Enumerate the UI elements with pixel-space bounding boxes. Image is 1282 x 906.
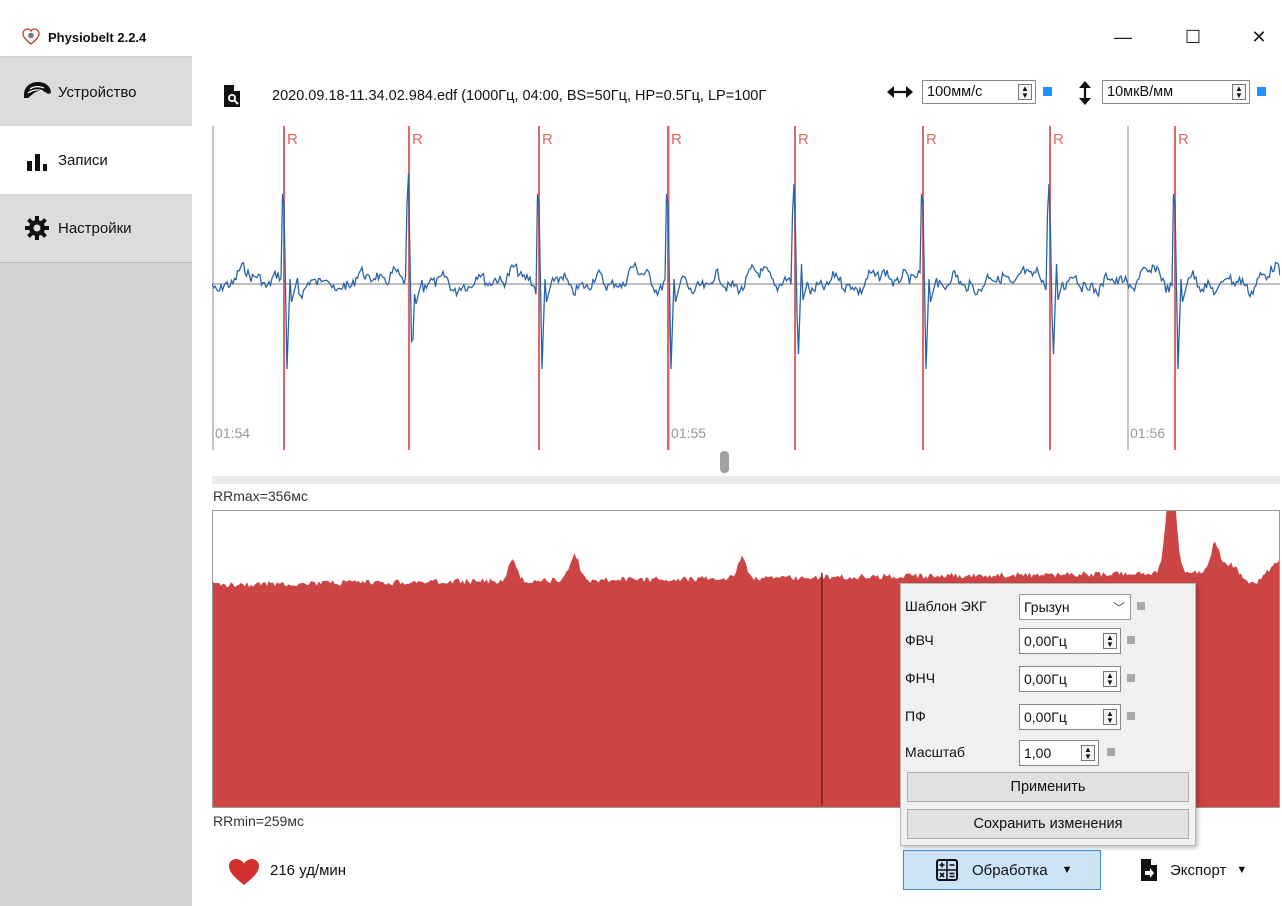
maximize-button[interactable]: ☐ [1184,26,1202,47]
hpf-value: 0,00Гц [1024,633,1067,649]
rr-min-label: RRmin=259мс [213,813,304,829]
scale-label: Масштаб [905,744,965,760]
apply-button[interactable]: Применить [907,772,1189,802]
window-title: Physiobelt 2.2.4 [48,30,147,45]
vertical-arrows-icon [1078,80,1092,109]
hpf-label: ФВЧ [905,632,934,648]
record-toolbar: 2020.09.18-11.34.02.984.edf (1000Гц, 04:… [192,78,1282,114]
speed-spinbox[interactable]: 100мм/с ▲ ▼ [922,80,1036,104]
r-peak-label: R [671,131,682,148]
notch-indicator [1127,712,1135,720]
helmet-icon [22,77,52,107]
file-export-icon [1140,858,1158,882]
sidebar-item-device[interactable]: Устройство [0,58,192,127]
processing-popup: Шаблон ЭКГ Грызун ﹀ ФВЧ 0,00Гц ▲ ▼ ФНЧ 0,… [900,583,1196,846]
sidebar-item-records[interactable]: Записи [0,126,192,195]
close-button[interactable]: ✕ [1251,26,1267,47]
lpf-row: ФНЧ 0,00Гц ▲ ▼ [905,664,1191,692]
record-file-label: 2020.09.18-11.34.02.984.edf (1000Гц, 04:… [272,88,767,104]
gain-spinbox[interactable]: 10мкВ/мм ▲ ▼ [1102,80,1250,104]
template-indicator [1137,602,1145,610]
notch-value: 0,00Гц [1024,709,1067,725]
file-search-icon[interactable] [222,84,242,111]
heart-icon [228,858,260,889]
gain-indicator [1257,87,1266,96]
splitter-bar[interactable] [212,476,1280,484]
save-changes-button[interactable]: Сохранить изменения [907,809,1189,839]
hpf-indicator [1127,636,1135,644]
r-peak-label: R [1178,131,1189,148]
calculator-icon [936,859,958,881]
lpf-spinbox[interactable]: 0,00Гц ▲ ▼ [1019,666,1121,692]
scale-value: 1,00 [1024,745,1052,761]
export-button-label: Экспорт [1170,861,1227,879]
export-button[interactable]: Экспорт ▼ [1140,850,1280,890]
chevron-down-icon: ﹀ [1112,601,1125,615]
scale-row: Масштаб 1,00 ▲ ▼ [905,738,1191,766]
notch-row: ПФ 0,00Гц ▲ ▼ [905,702,1191,730]
hpf-spinbox[interactable]: 0,00Гц ▲ ▼ [1019,628,1121,654]
hpf-row: ФВЧ 0,00Гц ▲ ▼ [905,626,1191,654]
speed-value: 100мм/с [927,84,983,100]
chevron-down-icon: ▼ [1061,864,1073,876]
lpf-label: ФНЧ [905,670,936,686]
sidebar: Устройство Записи [0,56,192,906]
process-button[interactable]: Обработка ▼ [903,850,1101,890]
sidebar-item-settings[interactable]: Настройки [0,194,192,263]
ecg-plot[interactable]: R R R R R R R R 01:54 01:55 01:56 [212,126,1280,450]
heart-rate-value: 216 уд/мин [270,862,347,879]
template-value: Грызун [1024,599,1070,615]
process-button-label: Обработка [972,861,1048,879]
sidebar-item-label: Записи [58,151,108,169]
r-peak-label: R [798,131,809,148]
template-row: Шаблон ЭКГ Грызун ﹀ [905,592,1191,620]
lpf-value: 0,00Гц [1024,671,1067,687]
scale-indicator [1107,748,1115,756]
r-peak-label: R [542,131,553,148]
spin-arrows-icon[interactable]: ▲ ▼ [1103,671,1117,687]
chevron-down-icon: ▼ [1236,864,1248,876]
r-peak-label: R [287,131,298,148]
sidebar-item-label: Устройство [58,83,137,101]
spin-arrows-icon[interactable]: ▲ ▼ [1103,633,1117,649]
template-dropdown[interactable]: Грызун ﹀ [1019,594,1131,620]
gain-value: 10мкВ/мм [1107,84,1174,100]
ecg-time-label: 01:56 [1130,425,1165,441]
scroll-handle[interactable] [720,451,729,473]
app-logo-icon [22,28,40,45]
r-peak-label: R [1053,131,1064,148]
title-bar: Physiobelt 2.2.4 — ☐ ✕ [0,0,1282,56]
spin-arrows-icon[interactable]: ▲ ▼ [1081,745,1095,761]
spin-arrows-icon[interactable]: ▲ ▼ [1232,84,1246,100]
notch-spinbox[interactable]: 0,00Гц ▲ ▼ [1019,704,1121,730]
sidebar-item-label: Настройки [58,219,132,237]
gear-icon [22,213,52,243]
horizontal-arrows-icon [886,83,914,104]
bar-chart-icon [22,145,52,175]
r-peak-label: R [926,131,937,148]
ecg-trace [212,173,1280,370]
spin-arrows-icon[interactable]: ▲ ▼ [1018,84,1032,100]
speed-indicator [1043,87,1052,96]
minimize-button[interactable]: — [1114,26,1132,47]
lpf-indicator [1127,674,1135,682]
rr-max-label: RRmax=356мс [213,488,308,504]
spin-arrows-icon[interactable]: ▲ ▼ [1103,709,1117,725]
r-peak-label: R [412,131,423,148]
notch-label: ПФ [905,708,926,724]
template-label: Шаблон ЭКГ [905,598,987,614]
scale-spinbox[interactable]: 1,00 ▲ ▼ [1019,740,1099,766]
ecg-time-label: 01:55 [671,425,706,441]
ecg-time-label: 01:54 [215,425,250,441]
